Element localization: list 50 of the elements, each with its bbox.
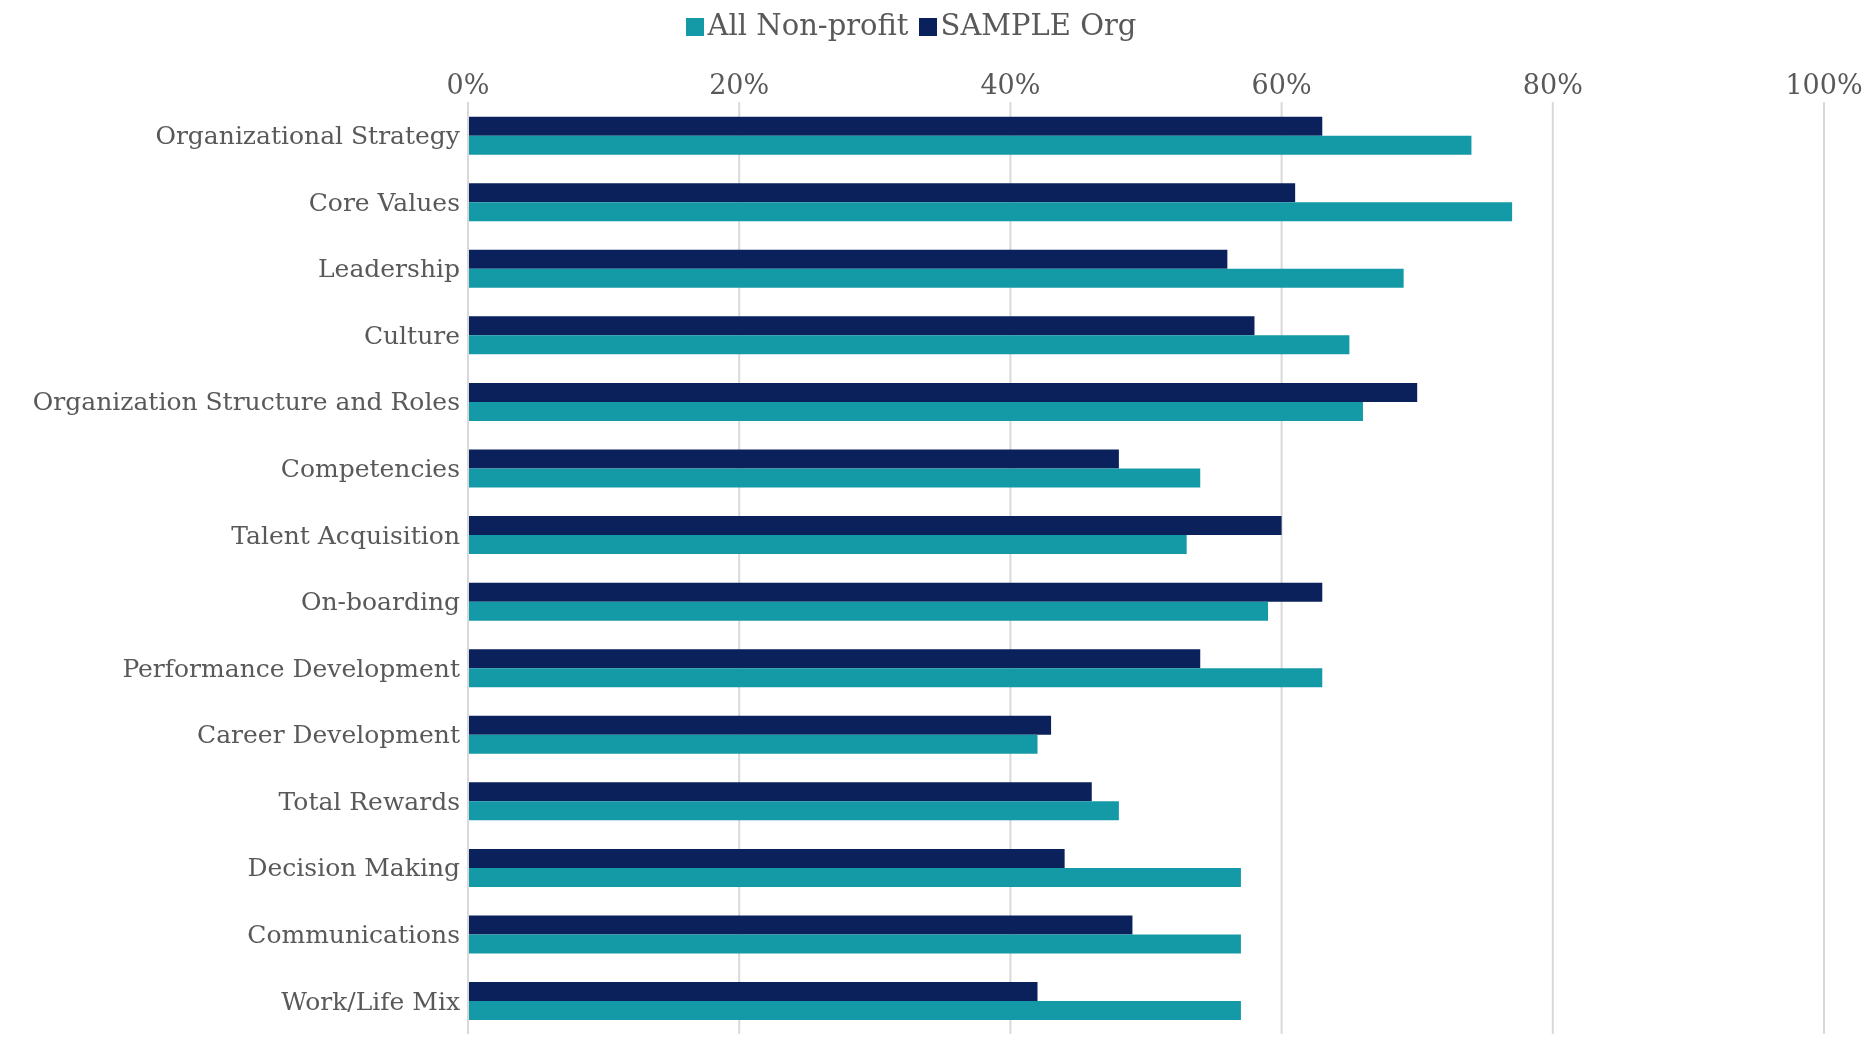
x-tick-label: 40% <box>980 69 1041 100</box>
bar <box>468 915 1133 935</box>
bar <box>468 715 1052 735</box>
bar <box>468 202 1513 222</box>
bar <box>468 982 1038 1002</box>
x-tick-label: 100% <box>1785 69 1863 100</box>
y-tick-label: Talent Acquisition <box>231 520 460 550</box>
y-tick-label: Organizational Strategy <box>155 121 461 151</box>
y-tick-label: Culture <box>363 320 460 350</box>
bar <box>468 848 1065 868</box>
bar <box>468 135 1472 155</box>
bar <box>468 116 1323 136</box>
bar <box>468 668 1323 688</box>
bar <box>468 782 1092 802</box>
bar <box>468 335 1350 355</box>
x-tick-label: 80% <box>1522 69 1583 100</box>
bar <box>468 734 1038 754</box>
bar <box>468 535 1187 555</box>
legend-label: All Non-profit <box>707 8 909 42</box>
bar <box>468 516 1282 536</box>
bar <box>468 649 1201 669</box>
bar <box>468 249 1228 269</box>
bar <box>468 468 1201 488</box>
y-tick-label: Competencies <box>280 454 460 484</box>
y-tick-label: Decision Making <box>247 853 460 883</box>
bar <box>468 582 1323 602</box>
legend-label: SAMPLE Org <box>940 8 1137 42</box>
bar <box>468 183 1296 203</box>
bar <box>468 449 1119 469</box>
bar <box>468 268 1404 288</box>
bar <box>468 867 1241 887</box>
bar <box>468 382 1418 402</box>
y-tick-label: Organization Structure and Roles <box>32 387 460 417</box>
bar <box>468 601 1269 621</box>
y-tick-label: On-boarding <box>300 587 460 617</box>
x-tick-label: 60% <box>1251 69 1312 100</box>
bar <box>468 401 1363 421</box>
y-tick-label: Communications <box>247 920 460 950</box>
y-tick-label: Total Rewards <box>278 786 460 816</box>
bar <box>468 316 1255 336</box>
bar <box>468 934 1241 954</box>
x-tick-label: 20% <box>709 69 770 100</box>
y-tick-label: Leadership <box>318 254 460 284</box>
y-tick-label: Career Development <box>197 720 460 750</box>
bar <box>468 801 1119 821</box>
y-tick-label: Core Values <box>308 187 460 217</box>
bar <box>468 1001 1241 1021</box>
y-tick-label: Work/Life Mix <box>281 986 460 1016</box>
y-tick-label: Performance Development <box>122 653 460 683</box>
x-tick-label: 0% <box>446 69 490 100</box>
